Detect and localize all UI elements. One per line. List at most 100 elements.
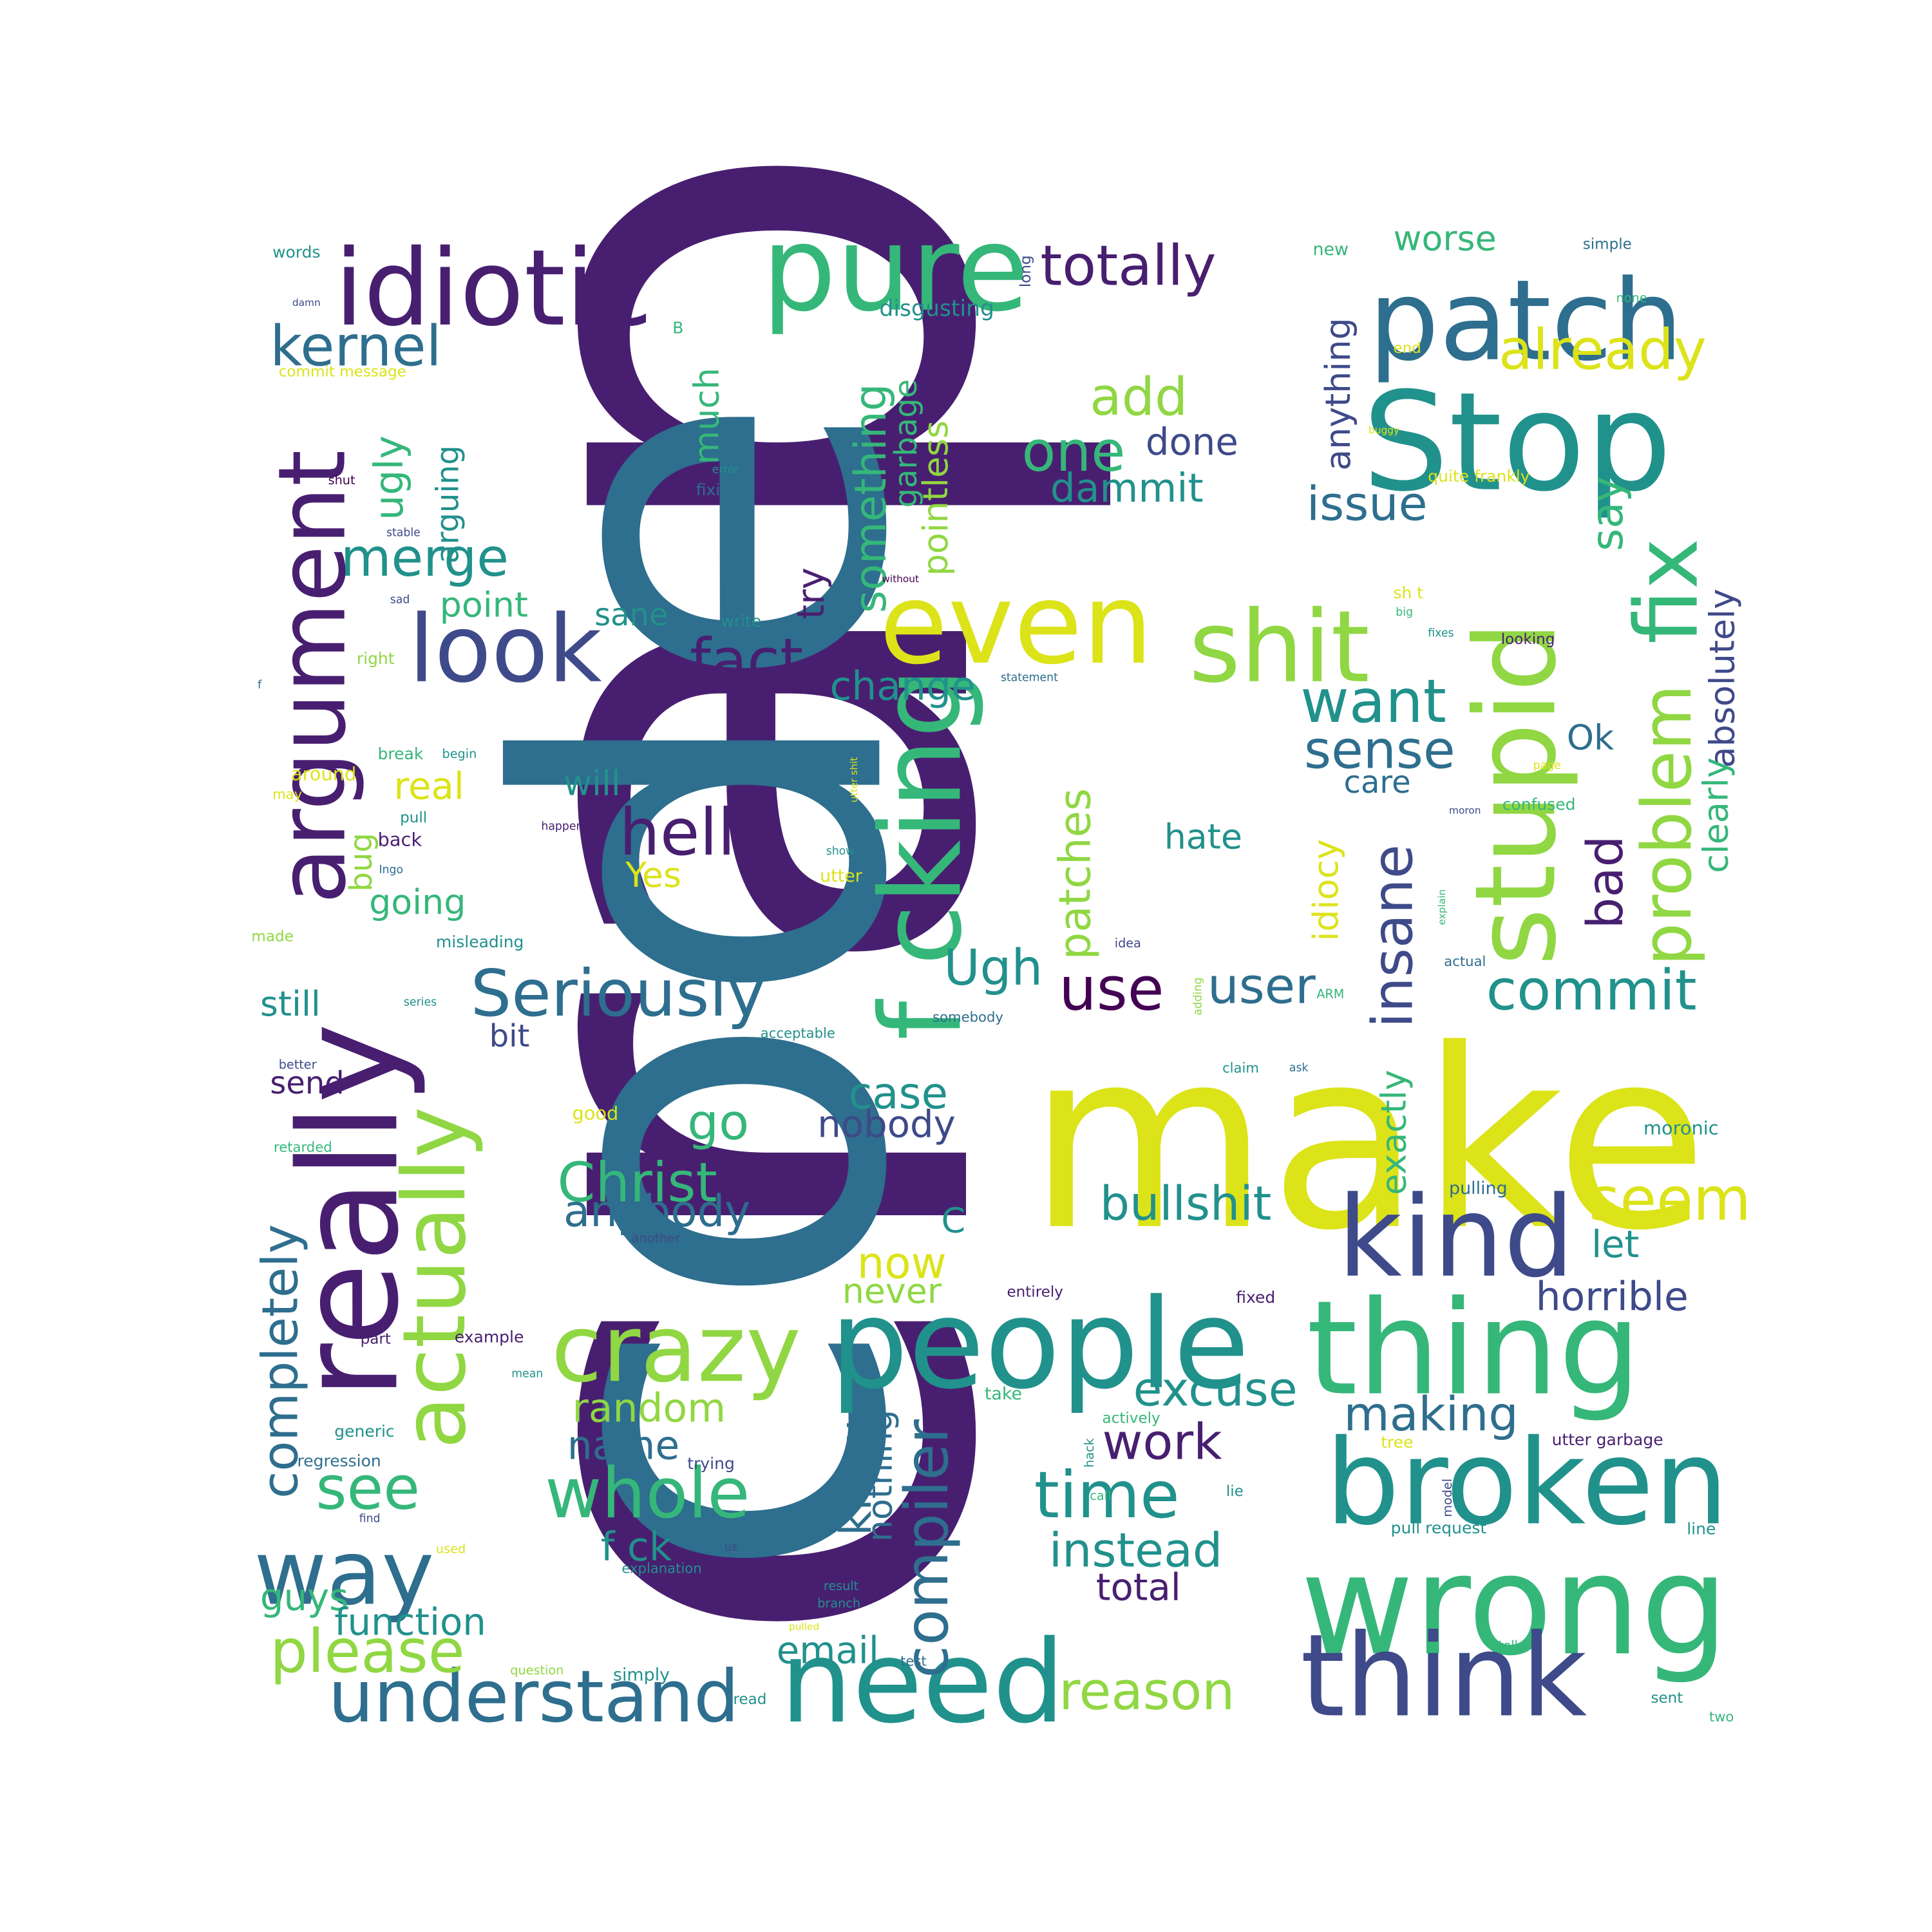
word-break: break (378, 744, 424, 763)
word-adding: adding (1191, 978, 1204, 1016)
word-b: B (672, 318, 683, 337)
word-sad: sad (390, 594, 410, 607)
word-care: care (1344, 764, 1411, 800)
word-ok: Ok (1567, 717, 1615, 757)
word-fact: fact (690, 626, 803, 696)
word-thing: thing (1307, 1273, 1641, 1424)
word-kernel: kernel (270, 314, 441, 379)
word-pulled: pulled (789, 1621, 819, 1633)
word-total: total (1096, 1566, 1181, 1609)
word-think: think (1300, 1609, 1587, 1742)
word-mean: mean (511, 1367, 543, 1380)
word-page: page (1533, 759, 1561, 772)
word-absolutely: absolutely (1701, 589, 1742, 768)
word-merge: merge (341, 528, 509, 589)
word-pulling: pulling (1449, 1179, 1508, 1198)
word-quite-frankly: quite frankly (1428, 467, 1530, 486)
word-right: right (357, 649, 395, 668)
word-name: name (567, 1422, 679, 1468)
word-disgusting: disgusting (879, 296, 994, 321)
word-utter: utter (820, 866, 863, 886)
word-add: add (1090, 367, 1188, 428)
word-fixing: fixing (696, 480, 741, 499)
word-back: back (378, 828, 422, 850)
word-issue: issue (1307, 477, 1428, 532)
word-hate: hate (1164, 816, 1242, 857)
word-new: new (1312, 240, 1349, 260)
word-begin: begin (442, 746, 477, 761)
word-good: good (572, 1102, 618, 1124)
word-entirely: entirely (1007, 1283, 1063, 1300)
word-take: take (985, 1384, 1022, 1404)
word-crazy: crazy (551, 1295, 801, 1403)
word-seem: seem (1589, 1164, 1751, 1234)
word-excuse: excuse (1133, 1363, 1298, 1417)
word-somebody: somebody (933, 1009, 1003, 1025)
word-pure: pure (762, 201, 1029, 338)
word-totally: totally (1040, 234, 1216, 298)
word-bad: bad (1577, 836, 1634, 929)
word-utter-garbage: utter garbage (1552, 1430, 1663, 1449)
word-example: example (455, 1328, 524, 1347)
word-retarded: retarded (274, 1139, 332, 1155)
word-hell: hell (620, 795, 735, 870)
word-something: something (846, 384, 896, 613)
word-understand: understand (328, 1655, 739, 1739)
word-call: call (1090, 1488, 1111, 1503)
word-yes: Yes (625, 855, 681, 895)
word-send: send (270, 1065, 345, 1101)
word-model: model (1440, 1479, 1455, 1517)
word-damn: damn (292, 297, 321, 308)
word-pointless: pointless (915, 421, 956, 576)
word-regression: regression (298, 1452, 381, 1470)
word-worse: worse (1393, 218, 1496, 258)
word-really: really (270, 1023, 428, 1399)
word-looking: looking (1501, 631, 1555, 648)
word-user: user (1208, 958, 1316, 1016)
word-know: know (831, 1421, 881, 1536)
word-problem: problem (1627, 684, 1707, 966)
word-game: game (784, 942, 822, 958)
word-wrong: wrong (1300, 1524, 1728, 1686)
word-buggy: buggy (1368, 424, 1399, 436)
word-case: case (848, 1068, 948, 1119)
word-idiocy: idiocy (1305, 839, 1346, 941)
word-generic: generic (334, 1422, 394, 1441)
word-two: two (1709, 1709, 1734, 1725)
word-error: error (712, 464, 740, 477)
word-patch: patch (1368, 256, 1683, 386)
word-commit: commit (1486, 958, 1697, 1023)
word-want: want (1300, 667, 1446, 736)
word-arm: ARM (1316, 987, 1344, 1001)
word-instead: instead (1049, 1524, 1222, 1578)
word-line: line (1687, 1520, 1716, 1539)
word-idea: idea (1115, 936, 1141, 951)
word-part: part (361, 1331, 391, 1348)
word-now: now (857, 1238, 947, 1289)
word-already: already (1499, 318, 1707, 383)
word-f-cking: f cking (856, 667, 986, 1040)
word-tree: tree (1381, 1433, 1413, 1452)
word-still: still (260, 983, 321, 1024)
word-point: point (440, 585, 528, 625)
word-reason: reason (1059, 1662, 1235, 1722)
word-claim: claim (1222, 1059, 1259, 1075)
word-crap: crap (322, 128, 1130, 1660)
word-used: used (436, 1542, 466, 1557)
word-commit-message: commit message (279, 364, 406, 381)
word-people: people (829, 1273, 1249, 1417)
word-let: let (1591, 1222, 1639, 1266)
word-branch: branch (817, 1596, 860, 1611)
word-show: show (826, 845, 855, 858)
word-hack: hack (1082, 1437, 1097, 1468)
word-argument: argument (259, 450, 367, 904)
word-way: way (254, 1520, 434, 1625)
word-better: better (279, 1057, 317, 1072)
word-confused: confused (1502, 795, 1576, 814)
word-real: real (394, 764, 464, 808)
word-f: f (258, 679, 262, 692)
word-guys: guys (260, 1575, 348, 1619)
word-acceptable: acceptable (761, 1025, 835, 1041)
word-around: around (291, 763, 356, 785)
